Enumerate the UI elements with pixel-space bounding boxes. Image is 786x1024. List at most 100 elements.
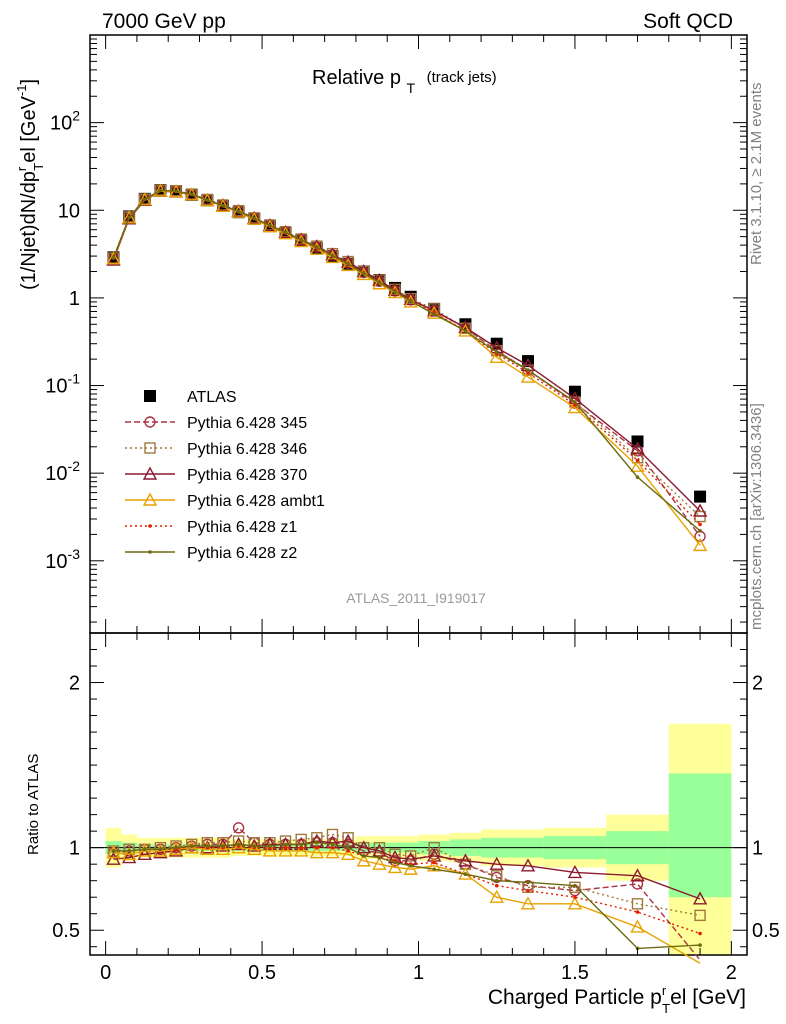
legend-entry: Pythia 6.428 z2 xyxy=(125,545,297,562)
data-point xyxy=(142,197,147,202)
legend-label: Pythia 6.428 z1 xyxy=(187,519,297,536)
data-point xyxy=(458,323,473,337)
ratio-y-tick-label-right: 1 xyxy=(752,838,763,860)
legend-entry: ATLAS xyxy=(144,389,237,406)
data-point xyxy=(631,452,644,464)
data-point xyxy=(372,276,387,290)
x-axis-label-tail: el [GeV] xyxy=(670,986,746,1009)
ratio-point xyxy=(283,845,288,850)
data-point xyxy=(692,537,708,552)
x-tick-label: 2 xyxy=(726,962,737,984)
ratio-point xyxy=(567,864,583,879)
data-point xyxy=(635,475,640,479)
ratio-point xyxy=(698,931,702,936)
ratio-point xyxy=(106,851,121,865)
data-point xyxy=(174,189,178,194)
ratio-point xyxy=(361,854,366,858)
data-point xyxy=(137,192,152,206)
data-point xyxy=(489,349,504,363)
series-line xyxy=(112,190,701,512)
x-axis-label: Charged Particle pr Tel [GeV] xyxy=(488,983,746,1016)
ratio-point xyxy=(106,845,121,859)
data-point xyxy=(330,253,335,258)
stat-uncertainty-band xyxy=(668,773,732,898)
data-point xyxy=(111,256,116,260)
ratio-point xyxy=(121,846,137,860)
data-point xyxy=(520,369,536,383)
data-point xyxy=(106,251,121,265)
data-point xyxy=(252,216,257,221)
ratio-point xyxy=(293,843,309,857)
data-point xyxy=(698,522,702,527)
data-point xyxy=(299,238,303,242)
y-tick-label: 10-3 xyxy=(45,546,80,573)
ratio-point xyxy=(247,841,262,856)
data-point xyxy=(268,223,272,228)
ratio-point xyxy=(262,843,278,857)
data-point xyxy=(463,329,468,333)
legend-entry: Pythia 6.428 z1 xyxy=(125,519,297,536)
plot-title-small: (track jets) xyxy=(427,69,497,86)
ratio-y-tick-label: 2 xyxy=(69,673,80,695)
ratio-point xyxy=(377,855,382,860)
ratio-point xyxy=(158,847,163,852)
ratio-point xyxy=(631,878,644,890)
ratio-point xyxy=(520,896,536,910)
ratio-point xyxy=(299,842,303,847)
ratio-point xyxy=(573,895,577,900)
ratio-point xyxy=(221,844,225,848)
ratio-point xyxy=(121,850,137,864)
main-plot-frame xyxy=(89,34,748,634)
rivet-label: Rivet 3.1.10, ≥ 2.1M events xyxy=(748,83,765,266)
ratio-point xyxy=(630,919,645,933)
ratio-point xyxy=(494,878,499,883)
ratio-point xyxy=(356,840,371,854)
data-point xyxy=(231,204,246,218)
ratio-point xyxy=(346,845,350,850)
series-line xyxy=(112,189,701,537)
data-point xyxy=(393,289,397,294)
plot-title-main: Relative p xyxy=(312,67,401,89)
x-axis-label-sup: r xyxy=(662,983,667,998)
legend-entry: Pythia 6.428 346 xyxy=(125,441,307,458)
x-tick-label: 1.5 xyxy=(561,962,589,984)
legend-marker xyxy=(142,466,158,480)
data-point xyxy=(189,192,194,197)
ratio-line xyxy=(113,846,701,964)
axis-ticks: 0 0.5 1 1.5 2 10-3 10-2 10-1 1 10 102 0.5 0.5 1 1 2 2 xyxy=(45,35,780,984)
ratio-point xyxy=(692,891,708,905)
x-axis-label-main: Charged Particle p xyxy=(488,986,662,1009)
ratio-point xyxy=(268,844,272,848)
data-point xyxy=(630,458,645,472)
y-tick-label: 10 xyxy=(58,200,80,222)
ratio-point xyxy=(635,910,640,914)
ratio-point xyxy=(330,845,335,850)
ratio-point xyxy=(404,850,417,862)
y-tick-label: 10-2 xyxy=(45,458,80,485)
data-point xyxy=(346,261,350,266)
ratio-point xyxy=(283,842,288,847)
ratio-point xyxy=(372,856,387,870)
ratio-point xyxy=(231,836,246,851)
data-point xyxy=(567,400,583,414)
ratio-point xyxy=(315,845,319,850)
ratio-point xyxy=(432,860,436,865)
data-point xyxy=(494,350,499,355)
ratio-point xyxy=(236,842,241,847)
plot-title-sub: T xyxy=(407,80,416,96)
ratio-point xyxy=(489,856,504,870)
ratio-plot-series xyxy=(106,822,708,964)
legend-marker xyxy=(144,442,156,454)
ratio-point xyxy=(137,843,152,857)
x-axis-label-sub: T xyxy=(662,1001,670,1016)
ratio-point xyxy=(387,860,403,874)
ratio-point xyxy=(325,845,340,859)
ratio-point xyxy=(520,858,536,872)
legend-label: ATLAS xyxy=(187,389,237,406)
data-point xyxy=(526,370,530,375)
legend-marker xyxy=(144,390,156,402)
legend-marker xyxy=(144,416,156,428)
data-point xyxy=(408,299,413,303)
ratio-point xyxy=(526,888,530,893)
x-tick-label: 0 xyxy=(100,962,111,984)
